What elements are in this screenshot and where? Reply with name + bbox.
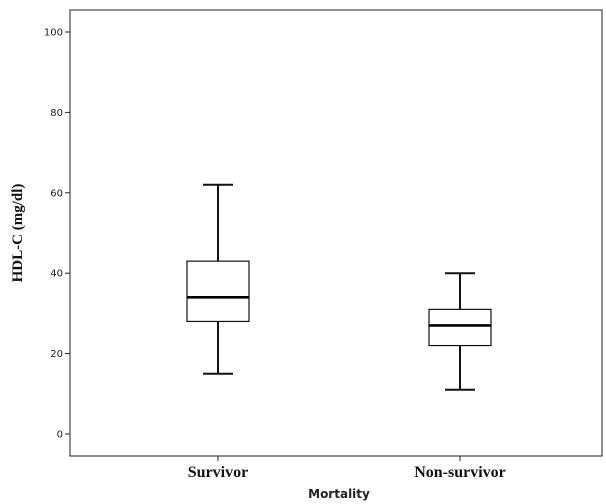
iqr-box xyxy=(186,260,250,323)
box-non-survivor xyxy=(428,272,492,391)
y-tick-label: 40 xyxy=(50,269,63,280)
box-survivor xyxy=(186,183,250,375)
boxes xyxy=(186,183,492,391)
y-tick-label: 80 xyxy=(50,108,63,119)
y-tick-label: 100 xyxy=(44,28,63,39)
x-axis: Survivor Non-survivor xyxy=(188,456,506,481)
y-axis: 0 20 40 60 80 100 xyxy=(44,28,70,441)
y-tick-label: 60 xyxy=(50,188,63,199)
x-axis-title: Mortality xyxy=(308,487,370,501)
y-tick-label: 0 xyxy=(57,430,63,441)
x-category-label: Non-survivor xyxy=(414,464,506,481)
x-category-label: Survivor xyxy=(188,464,248,481)
y-tick-label: 20 xyxy=(50,349,63,360)
y-axis-title: HDL-C (mg/dl) xyxy=(10,184,26,283)
iqr-box xyxy=(428,308,492,347)
plot-frame xyxy=(69,9,603,457)
